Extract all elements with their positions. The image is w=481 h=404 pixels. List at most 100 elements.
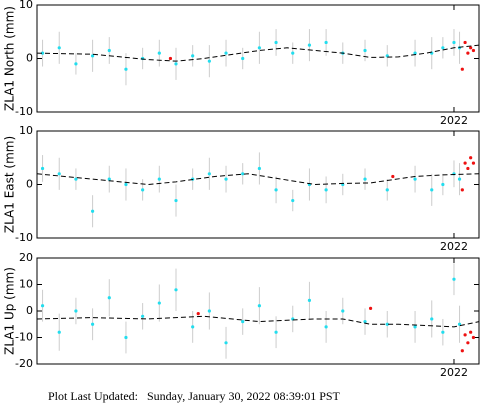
y-axis-label: ZLA1 East (mm) (3, 136, 17, 233)
data-point (174, 62, 178, 66)
data-point (307, 43, 312, 47)
data-point (430, 317, 434, 321)
data-point (124, 182, 128, 187)
plot-frame (36, 4, 480, 113)
data-point (90, 54, 95, 58)
data-point (457, 177, 462, 181)
data-point (463, 161, 467, 165)
data-point (452, 40, 456, 45)
data-point (441, 46, 445, 50)
data-point (174, 198, 178, 203)
data-point (74, 177, 78, 181)
data-point (466, 341, 470, 345)
y-tick-label: 10 (19, 278, 33, 291)
y-tick-label: 0 (26, 178, 33, 191)
plot-frame (36, 257, 480, 365)
data-point (460, 188, 464, 192)
y-tick-label: 10 (19, 0, 33, 11)
data-point (291, 51, 295, 55)
data-point (363, 48, 367, 53)
data-point (413, 325, 417, 329)
data-point (224, 341, 228, 345)
data-point (196, 312, 200, 316)
data-point (207, 309, 211, 313)
data-point (90, 209, 95, 213)
data-point (141, 314, 145, 318)
data-point (241, 172, 245, 176)
data-point (466, 166, 470, 171)
y-axis-label: ZLA1 North (mm) (3, 6, 17, 111)
data-point (207, 59, 211, 63)
plot-frame (36, 130, 480, 239)
data-point (57, 172, 61, 176)
data-point (363, 177, 367, 181)
data-point (57, 46, 61, 50)
data-point (324, 325, 328, 329)
data-point (274, 40, 278, 45)
data-point (174, 288, 178, 292)
data-point (463, 40, 467, 45)
data-point (363, 320, 367, 324)
data-point (107, 177, 111, 181)
data-point (460, 67, 464, 71)
y-tick-label: 0 (26, 52, 33, 65)
y-tick-label: -10 (15, 331, 33, 344)
data-point (124, 335, 128, 340)
data-point (469, 156, 473, 160)
data-point (40, 166, 45, 171)
data-point (107, 296, 111, 300)
x-tick-label: 2022 (440, 114, 468, 127)
data-point (413, 51, 417, 55)
data-point (471, 335, 476, 340)
data-point (224, 177, 228, 181)
data-point (274, 330, 278, 334)
x-tick-label: 2022 (440, 240, 468, 253)
data-point (157, 51, 161, 55)
data-point (463, 333, 467, 337)
data-point (157, 177, 161, 181)
y-tick-label: -20 (15, 357, 33, 370)
data-point (57, 330, 61, 334)
data-point (385, 188, 389, 192)
footer: Plot Last Updated: Sunday, January 30, 2… (48, 389, 341, 403)
plot-area (36, 263, 480, 359)
data-point (74, 62, 78, 66)
data-point (241, 320, 245, 324)
data-point (124, 67, 128, 71)
plot-area (36, 152, 480, 228)
data-point (368, 306, 373, 310)
data-point (207, 172, 211, 176)
data-point (307, 298, 312, 302)
data-point (391, 174, 395, 179)
data-point (257, 46, 261, 50)
y-tick-label: 20 (19, 251, 33, 264)
data-point (191, 54, 195, 58)
data-point (471, 161, 476, 165)
data-point (274, 188, 278, 192)
data-point (441, 182, 445, 187)
data-point (257, 166, 261, 171)
data-point (466, 51, 470, 55)
data-point (191, 325, 195, 329)
data-point (90, 322, 95, 326)
data-point (224, 51, 228, 55)
data-point (324, 188, 328, 192)
plot-area (36, 29, 480, 86)
data-point (40, 51, 45, 55)
data-point (107, 48, 111, 53)
model-line (36, 173, 480, 186)
data-point (291, 198, 295, 203)
data-point (441, 330, 445, 334)
data-point (40, 304, 45, 308)
data-point (460, 349, 464, 353)
y-axis-label: ZLA1 Up (mm) (3, 267, 17, 355)
y-tick-label: 0 (26, 304, 33, 317)
data-point (241, 56, 245, 61)
data-point (257, 304, 261, 308)
y-tick-label: 10 (19, 124, 33, 137)
y-tick-label: -10 (15, 105, 33, 118)
data-point (141, 188, 145, 192)
data-point (324, 40, 328, 45)
